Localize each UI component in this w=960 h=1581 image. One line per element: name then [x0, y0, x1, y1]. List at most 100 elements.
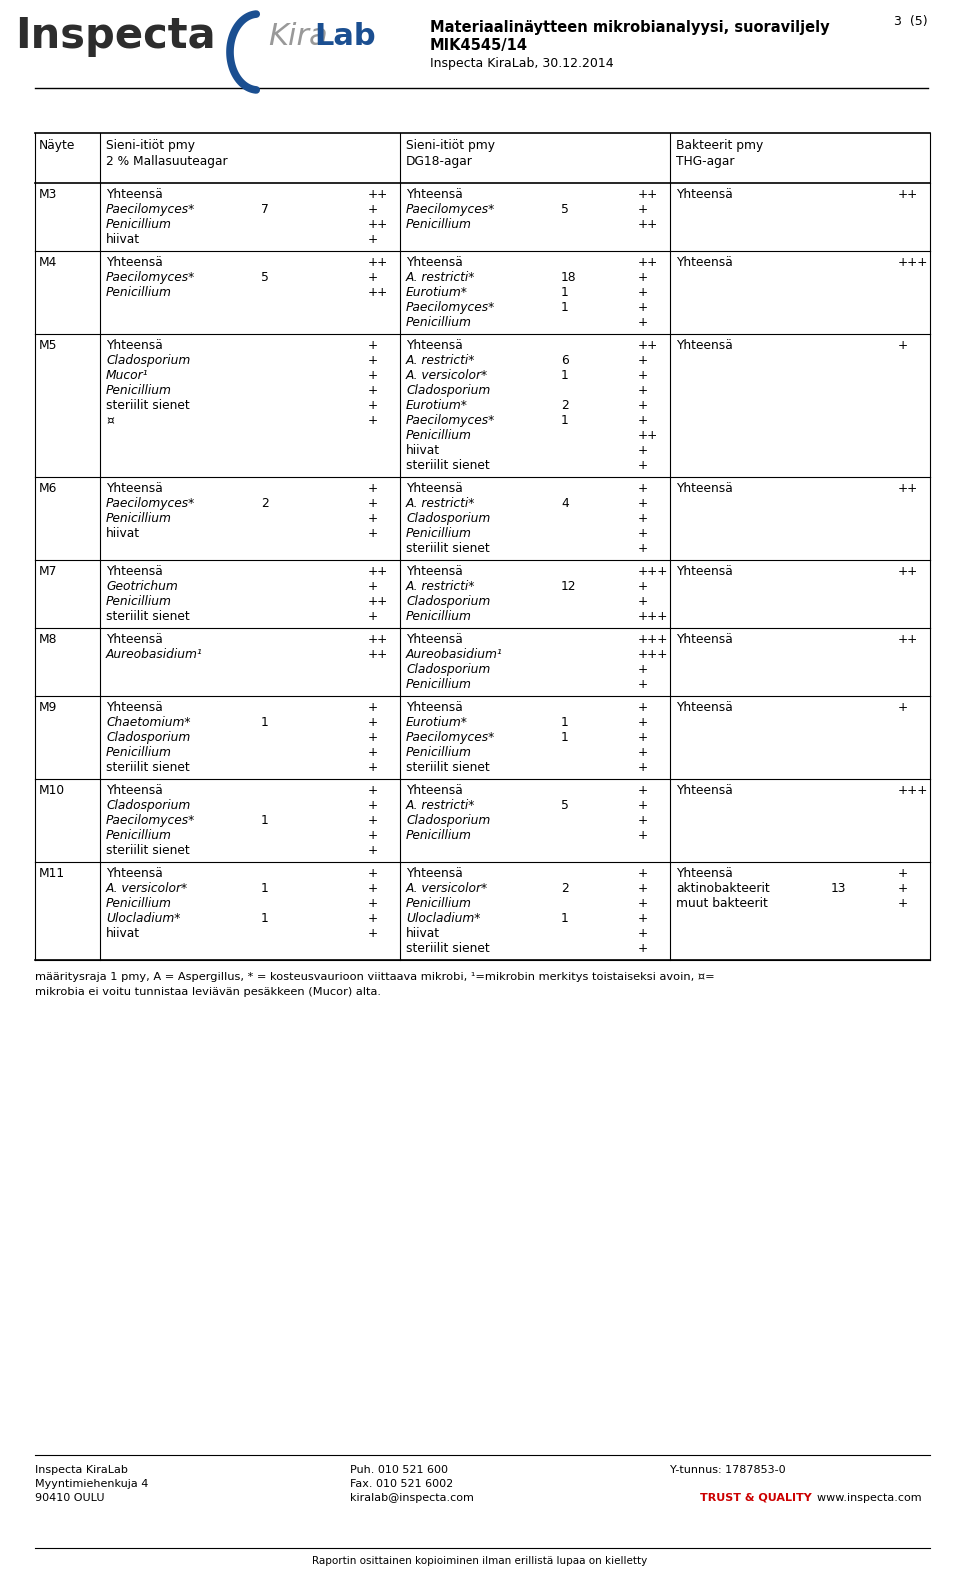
Text: 1: 1 [561, 368, 568, 383]
Text: Kira: Kira [268, 22, 327, 51]
Text: Eurotium*: Eurotium* [406, 716, 468, 729]
Text: +: + [638, 316, 648, 329]
Text: ++: ++ [368, 286, 388, 299]
Text: Yhteensä: Yhteensä [406, 700, 463, 715]
Text: +: + [638, 482, 648, 495]
Text: 1: 1 [561, 414, 568, 427]
Text: +: + [638, 444, 648, 457]
Text: Cladosporium: Cladosporium [106, 354, 190, 367]
Text: +: + [368, 354, 378, 367]
Text: Yhteensä: Yhteensä [676, 866, 732, 881]
Text: hiivat: hiivat [106, 232, 140, 247]
Text: +: + [638, 542, 648, 555]
Text: Yhteensä: Yhteensä [676, 338, 732, 353]
Text: Yhteensä: Yhteensä [676, 784, 732, 797]
Text: Sieni-itiöt pmy: Sieni-itiöt pmy [406, 139, 495, 152]
Text: A. restricti*: A. restricti* [406, 270, 475, 285]
Text: +: + [368, 926, 378, 941]
Text: ¤: ¤ [106, 414, 114, 427]
Text: +++: +++ [898, 256, 928, 269]
Text: +: + [638, 398, 648, 413]
Text: ++: ++ [638, 338, 659, 353]
Text: +: + [368, 496, 378, 511]
Text: Inspecta: Inspecta [15, 14, 216, 57]
Text: Penicillium: Penicillium [106, 594, 172, 609]
Text: ++: ++ [898, 482, 919, 495]
Text: Yhteensä: Yhteensä [106, 256, 163, 269]
Text: Cladosporium: Cladosporium [406, 662, 491, 677]
Text: Yhteensä: Yhteensä [406, 564, 463, 579]
Text: +: + [638, 286, 648, 299]
Text: Inspecta KiraLab: Inspecta KiraLab [35, 1466, 128, 1475]
Text: Yhteensä: Yhteensä [106, 338, 163, 353]
Text: Penicillium: Penicillium [406, 526, 472, 541]
Text: 2: 2 [561, 882, 568, 895]
Text: +: + [368, 202, 378, 217]
Text: A. versicolor*: A. versicolor* [106, 882, 188, 895]
Text: Yhteensä: Yhteensä [406, 866, 463, 881]
Text: Paecilomyces*: Paecilomyces* [106, 814, 195, 827]
Text: Yhteensä: Yhteensä [106, 784, 163, 797]
Text: Penicillium: Penicillium [106, 218, 172, 231]
Text: +: + [368, 866, 378, 881]
Text: +: + [638, 882, 648, 895]
Text: www.inspecta.com: www.inspecta.com [810, 1492, 922, 1504]
Text: Penicillium: Penicillium [406, 896, 472, 911]
Text: Sieni-itiöt pmy: Sieni-itiöt pmy [106, 139, 195, 152]
Text: Paecilomyces*: Paecilomyces* [406, 202, 495, 217]
Text: hiivat: hiivat [406, 926, 440, 941]
Text: 3  (5): 3 (5) [895, 14, 928, 28]
Text: ++: ++ [368, 218, 388, 231]
Text: +: + [638, 458, 648, 473]
Text: +: + [368, 384, 378, 397]
Text: +: + [368, 882, 378, 895]
Text: Näyte: Näyte [39, 139, 76, 152]
Text: +++: +++ [638, 632, 668, 647]
Text: +: + [638, 270, 648, 285]
Text: +: + [898, 700, 908, 715]
Text: Cladosporium: Cladosporium [406, 512, 491, 525]
Text: +: + [638, 300, 648, 315]
Text: steriilit sienet: steriilit sienet [106, 844, 190, 857]
Text: +: + [368, 482, 378, 495]
Text: 1: 1 [561, 286, 568, 299]
Text: M9: M9 [39, 700, 58, 715]
Text: TRUST & QUALITY: TRUST & QUALITY [700, 1492, 812, 1504]
Text: THG-agar: THG-agar [676, 155, 734, 168]
Text: +: + [898, 882, 908, 895]
Text: Cladosporium: Cladosporium [106, 730, 190, 745]
Text: +: + [368, 844, 378, 857]
Text: 1: 1 [561, 300, 568, 315]
Text: Cladosporium: Cladosporium [406, 814, 491, 827]
Text: +++: +++ [638, 564, 668, 579]
Text: +: + [638, 580, 648, 593]
Text: Yhteensä: Yhteensä [406, 632, 463, 647]
Text: 90410 OULU: 90410 OULU [35, 1492, 105, 1504]
Text: ++: ++ [368, 564, 388, 579]
Text: Penicillium: Penicillium [406, 746, 472, 759]
Text: ++: ++ [638, 428, 659, 443]
Text: 6: 6 [561, 354, 568, 367]
Text: +: + [638, 730, 648, 745]
Text: +: + [638, 384, 648, 397]
Text: +: + [638, 760, 648, 775]
Text: +: + [638, 912, 648, 925]
Text: ++: ++ [898, 632, 919, 647]
Text: Aureobasidium¹: Aureobasidium¹ [106, 648, 203, 661]
Text: Penicillium: Penicillium [106, 896, 172, 911]
Text: Yhteensä: Yhteensä [406, 338, 463, 353]
Text: Paecilomyces*: Paecilomyces* [406, 300, 495, 315]
Text: +: + [638, 700, 648, 715]
Text: 13: 13 [831, 882, 847, 895]
Text: Puh. 010 521 600: Puh. 010 521 600 [350, 1466, 448, 1475]
Text: Fax. 010 521 6002: Fax. 010 521 6002 [350, 1478, 453, 1489]
Text: 2: 2 [561, 398, 568, 413]
Text: 1: 1 [561, 730, 568, 745]
Text: 7: 7 [261, 202, 269, 217]
Text: steriilit sienet: steriilit sienet [106, 398, 190, 413]
Text: +: + [368, 512, 378, 525]
Text: +: + [638, 746, 648, 759]
Text: Penicillium: Penicillium [106, 286, 172, 299]
Text: Y-tunnus: 1787853-0: Y-tunnus: 1787853-0 [670, 1466, 785, 1475]
Text: Yhteensä: Yhteensä [676, 256, 732, 269]
